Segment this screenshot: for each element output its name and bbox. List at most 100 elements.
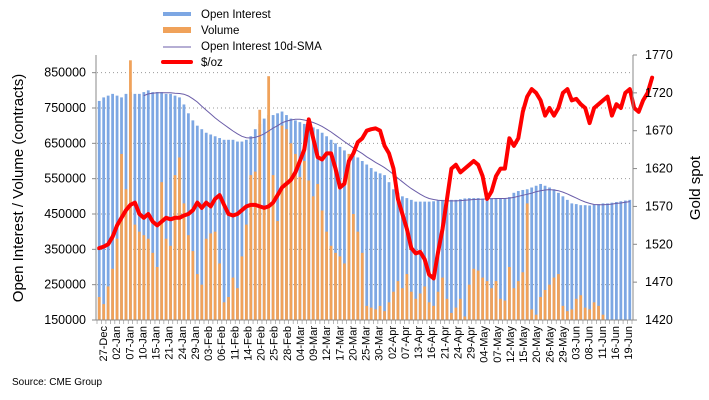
x-tick-label: 03-Jun [571, 326, 583, 360]
volume-bar [178, 157, 181, 320]
open-interest-bar [102, 97, 106, 321]
open-interest-bar [338, 146, 342, 320]
right-axis-ticks: 1420 1470 1520 1570 1620 1670 1720 1770 [633, 48, 673, 327]
volume-bar [160, 182, 164, 320]
open-interest-bar [334, 143, 337, 320]
volume-bar [311, 196, 315, 320]
volume-bar [521, 272, 525, 320]
volume-bar [396, 281, 400, 320]
source-note: Source: CME Group [12, 377, 103, 388]
open-interest-bar [503, 198, 507, 320]
volume-bar [111, 268, 114, 320]
open-interest-bar [383, 175, 386, 320]
left-axis-ticks: 150000 250000 350000 450000 550000 650000 7500… [44, 66, 96, 327]
volume-bar [508, 267, 511, 320]
volume-bar [557, 274, 560, 320]
y2-tick-label: 1570 [645, 199, 673, 213]
volume-bar [499, 298, 502, 320]
open-interest-bar [454, 199, 458, 320]
open-interest-bar [615, 201, 618, 320]
volume-bar [294, 153, 297, 320]
y-tick-label: 450000 [44, 207, 86, 221]
x-tick-label: 24-Apr [452, 326, 464, 359]
x-tick-label: 29-Jan [190, 326, 202, 360]
volume-bar [481, 277, 485, 320]
y-tick-label: 850000 [44, 66, 86, 80]
x-tick-label: 09-Mar [308, 326, 320, 361]
open-interest-bar [325, 136, 328, 320]
y-tick-label: 250000 [44, 278, 86, 292]
legend: Open Interest Volume Open Interest 10d-S… [161, 9, 322, 69]
x-tick-label: 20-Mar [347, 326, 359, 361]
x-tick-label: 20-Feb [256, 326, 268, 361]
volume-bar [525, 203, 529, 320]
volume-bar [187, 235, 190, 320]
volume-bar [445, 298, 449, 320]
open-interest-bar [539, 183, 542, 320]
open-interest-bar [236, 141, 239, 320]
open-interest-bar [494, 198, 498, 320]
volume-bar [102, 304, 106, 320]
open-interest-bar [396, 192, 400, 320]
volume-bar [401, 288, 404, 320]
volume-bar [307, 180, 311, 320]
open-interest-bar [583, 205, 587, 320]
right-axis-title: Gold spot [687, 155, 704, 220]
volume-bar [450, 312, 453, 320]
open-interest-bar [561, 196, 565, 320]
open-interest-bar [343, 150, 346, 320]
y2-tick-label: 1670 [645, 124, 673, 138]
volume-bar [280, 125, 284, 321]
volume-bar [409, 291, 413, 320]
volume-bar [463, 316, 467, 320]
volume-bar [133, 224, 137, 320]
x-tick-label: 29-Apr [466, 326, 478, 359]
x-tick-label: 04-Mar [295, 326, 307, 361]
open-interest-bar [204, 132, 208, 320]
open-interest-bar [467, 198, 471, 320]
volume-bar [601, 314, 605, 320]
y-tick-label: 750000 [44, 101, 86, 115]
volume-bar [253, 171, 257, 320]
open-interest-bar [606, 203, 609, 320]
volume-bar [191, 251, 195, 320]
volume-bar [262, 206, 266, 320]
x-tick-label: 04-May [479, 326, 491, 363]
x-axis-ticks: 27-Dec 02-Jan 07-Jan 10-Jan 15-Jan 21-Jan 24-J… [96, 320, 635, 363]
open-interest-bar [565, 199, 569, 320]
open-interest-bar [499, 198, 502, 320]
x-tick-label: 15-May [518, 326, 530, 363]
open-interest-bar [463, 198, 467, 320]
open-interest-bar [521, 189, 525, 320]
volume-bar [427, 302, 431, 320]
volume-bar [289, 143, 293, 320]
y-tick-label: 150000 [44, 313, 86, 327]
volume-bar [494, 281, 498, 320]
volume-bar [164, 238, 168, 320]
volume-bar [356, 231, 360, 320]
volume-bar [516, 281, 520, 320]
open-interest-bar [619, 201, 623, 320]
x-tick-label: 25-Mar [361, 326, 373, 361]
x-tick-label: 17-Mar [334, 326, 346, 361]
volume-bar [343, 263, 346, 320]
x-tick-label: 03-Feb [203, 326, 215, 361]
volume-bar [570, 309, 574, 320]
open-interest-bar [432, 201, 435, 320]
y-tick-label: 350000 [44, 242, 86, 256]
x-tick-label: 20-May [531, 326, 543, 363]
volume-bar [378, 305, 382, 320]
open-interest-bar [222, 139, 226, 320]
volume-bar [552, 277, 556, 320]
open-interest-bar [490, 198, 493, 320]
y2-tick-label: 1470 [645, 275, 673, 289]
open-interest-bar [378, 173, 382, 320]
volume-bar [414, 298, 418, 320]
volume-bar [360, 252, 364, 320]
y2-tick-label: 1520 [645, 237, 673, 251]
open-interest-bar [472, 198, 476, 320]
volume-bar [543, 289, 547, 320]
x-tick-label: 25-Feb [269, 326, 281, 361]
y2-tick-label: 1720 [645, 86, 673, 100]
x-tick-label: 29-May [557, 326, 569, 363]
